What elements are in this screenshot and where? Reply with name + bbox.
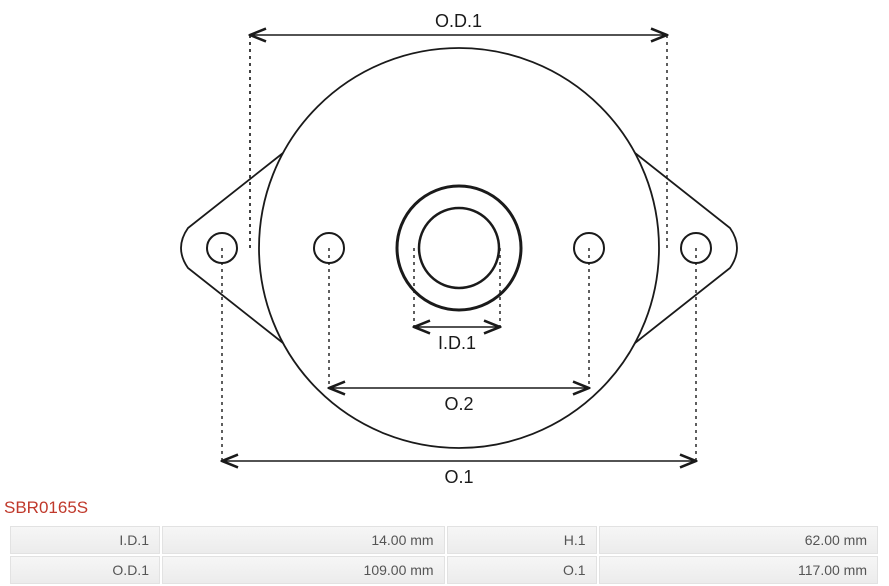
dim-value: 109.00 mm <box>162 556 445 584</box>
dim-key: O.D.1 <box>10 556 160 584</box>
svg-text:O.D.1: O.D.1 <box>435 11 482 31</box>
dim-key: I.D.1 <box>10 526 160 554</box>
dim-key: H.1 <box>447 526 597 554</box>
dim-value: 62.00 mm <box>599 526 878 554</box>
part-number: SBR0165S <box>4 498 88 518</box>
technical-drawing: O.D.1 I.D.1 O.2 O.1 <box>0 0 889 500</box>
table-row: I.D.1 14.00 mm H.1 62.00 mm <box>10 526 878 554</box>
svg-text:I.D.1: I.D.1 <box>438 333 476 353</box>
dim-key: O.1 <box>447 556 597 584</box>
svg-text:O.2: O.2 <box>444 394 473 414</box>
dimension-table: I.D.1 14.00 mm H.1 62.00 mm O.D.1 109.00… <box>8 524 880 586</box>
dim-value: 117.00 mm <box>599 556 878 584</box>
dim-value: 14.00 mm <box>162 526 445 554</box>
svg-text:O.1: O.1 <box>444 467 473 487</box>
table-row: O.D.1 109.00 mm O.1 117.00 mm <box>10 556 878 584</box>
